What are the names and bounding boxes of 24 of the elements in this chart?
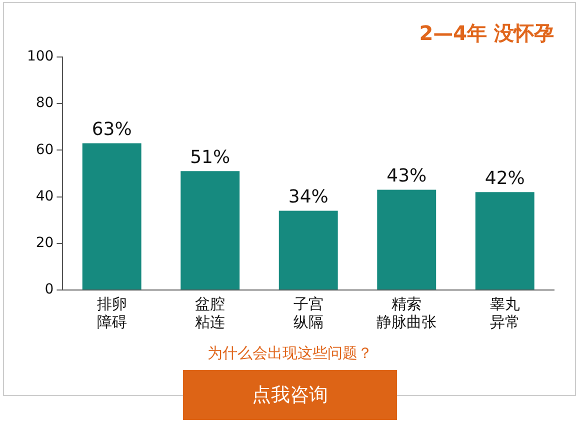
x-tick-label: 精索静脉曲张	[376, 294, 437, 331]
y-tick-label: 20	[36, 235, 54, 252]
chart-title: 2—4年 没怀孕	[419, 21, 554, 46]
bar	[82, 143, 142, 290]
x-tick-label: 盆腔粘连	[195, 294, 226, 331]
data-label: 51%	[190, 146, 230, 168]
bar	[180, 171, 240, 290]
data-label: 43%	[386, 165, 427, 186]
y-tick-label: 0	[44, 282, 54, 298]
bar	[278, 210, 338, 290]
consult-button[interactable]: 点我咨询	[183, 370, 397, 420]
bar	[475, 192, 534, 290]
y-tick-label: 60	[36, 142, 54, 158]
bar	[377, 190, 436, 290]
data-label: 63%	[92, 118, 132, 140]
x-tick-label: 排卵障碍	[96, 294, 127, 331]
x-tick-label: 子宫纵隔	[293, 294, 324, 331]
y-tick-label: 40	[36, 188, 54, 204]
y-tick-label: 80	[36, 95, 54, 112]
y-tick-label: 100	[26, 48, 54, 65]
data-label: 42%	[484, 168, 525, 189]
x-tick-label: 睾丸异常	[490, 294, 520, 331]
data-label: 34%	[288, 186, 328, 208]
text: 为什么会出现这些问题？	[206, 344, 374, 363]
